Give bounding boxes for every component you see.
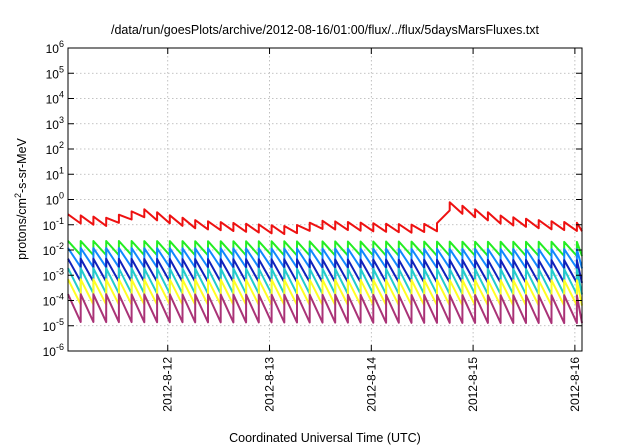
y-tick-exp: -4 [56,292,64,302]
series-line-6 [67,278,583,307]
y-tick-label: 102 [46,140,64,157]
series-lines [67,201,583,325]
y-tick-exp: -2 [56,241,64,251]
series-line-7 [67,293,583,325]
y-tick-label: 10-3 [43,266,64,283]
series-line-1 [67,201,583,236]
y-axis-label: protons/cm2-s-sr-MeV [13,137,29,259]
y-tick-exp: 1 [59,165,64,175]
x-axis-label: Coordinated Universal Time (UTC) [229,431,421,445]
y-tick-exp: -5 [56,317,64,327]
y-axis-label-sup: 2 [13,193,23,198]
chart-title: /data/run/goesPlots/archive/2012-08-16/0… [111,23,540,37]
y-tick-label: 105 [46,64,64,81]
y-tick-base: 10 [43,269,57,283]
y-tick-base: 10 [43,219,57,233]
y-tick-base: 10 [43,345,57,359]
x-tick-label: 2012-8-16 [568,357,582,412]
y-tick-base: 10 [43,320,57,334]
y-tick-exp: -1 [56,216,64,226]
y-tick-label: 104 [46,90,64,107]
y-tick-exp: -6 [56,342,64,352]
x-tick-label: 2012-8-15 [466,357,480,412]
y-axis-label-base: protons/cm [15,198,29,260]
series-line-3 [67,247,583,270]
y-tick-exp: 4 [59,90,64,100]
y-tick-exp: 0 [59,191,64,201]
x-tick-label: 2012-8-13 [263,357,277,412]
y-tick-exp: 2 [59,140,64,150]
y-tick-base: 10 [43,244,57,258]
y-tick-label: 10-5 [43,317,64,334]
y-tick-label: 100 [46,191,64,208]
y-tick-base: 10 [46,67,60,81]
y-tick-exp: 6 [59,39,64,49]
y-tick-base: 10 [46,42,60,56]
y-tick-label: 10-1 [43,216,64,233]
y-tick-label: 101 [46,165,64,182]
y-tick-exp: -3 [56,266,64,276]
y-tick-base: 10 [46,93,60,107]
y-tick-exp: 5 [59,64,64,74]
axis-ticks: 10-610-510-410-310-210-11001011021031041… [43,39,582,412]
x-tick-label: 2012-8-14 [364,357,378,412]
y-tick-base: 10 [46,168,60,182]
y-tick-base: 10 [46,194,60,208]
y-axis-label-rest: -s-sr-MeV [15,137,29,193]
y-tick-base: 10 [43,295,57,309]
y-tick-label: 10-6 [43,342,64,359]
y-tick-label: 10-4 [43,292,64,309]
x-tick-label: 2012-8-12 [161,357,175,412]
y-tick-label: 103 [46,115,64,132]
y-tick-base: 10 [46,143,60,157]
y-tick-exp: 3 [59,115,64,125]
y-tick-label: 10-2 [43,241,64,258]
y-tick-label: 106 [46,39,64,56]
y-tick-base: 10 [46,118,60,132]
